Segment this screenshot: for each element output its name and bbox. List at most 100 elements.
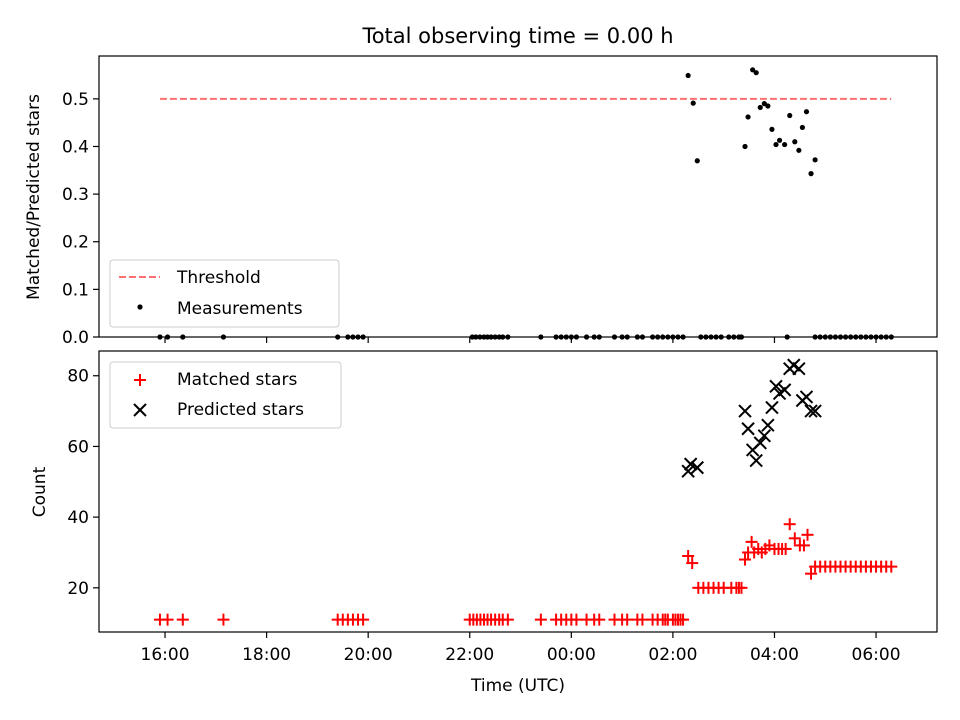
measurement-point	[757, 104, 763, 111]
matched-star-point	[534, 613, 547, 626]
measurement-point	[685, 72, 691, 79]
measurement-point	[792, 139, 798, 145]
measurement-point	[769, 126, 775, 132]
matched-star-point	[779, 542, 792, 555]
matched-star-point	[682, 550, 695, 563]
measurement-point	[750, 67, 756, 73]
bottom-x-tick-label: 20:00	[344, 645, 393, 665]
matched-star-point	[161, 613, 174, 626]
figure-title: Total observing time = 0.00 h	[361, 24, 673, 48]
top-y-axis-label: Matched/Predicted stars	[24, 94, 44, 300]
measurement-point	[776, 137, 783, 143]
matched-star-point	[686, 557, 699, 570]
matched-star-point	[801, 528, 814, 541]
matched-star-point	[783, 518, 796, 531]
matched-star-point	[593, 613, 606, 626]
top-legend-label-0: Threshold	[176, 268, 261, 288]
bottom-legend-box	[109, 361, 342, 429]
bottom-legend-label-0: Matched stars	[177, 370, 297, 390]
measurement-point	[742, 143, 748, 150]
predicted-star-point	[769, 379, 783, 394]
bottom-axes-frame	[98, 350, 938, 633]
matched-star-point	[788, 532, 801, 545]
top-panel: 0.0 0.1 0.2 0.3 0.4 0.5 Matched/Predicted sta…	[24, 55, 938, 348]
predicted-star-point	[808, 404, 822, 418]
matched-star-point	[636, 613, 649, 626]
matched-star-point	[621, 613, 634, 626]
bottom-x-tick-label: 18:00	[242, 645, 291, 665]
top-y-tick-label: 0.5	[62, 90, 89, 110]
bottom-y-ticks: 20 40 60 80	[67, 367, 99, 599]
matched-star-point	[739, 553, 752, 566]
measurement-point	[787, 112, 793, 119]
bottom-x-tick-label: 00:00	[547, 645, 596, 665]
predicted-star-point	[681, 464, 695, 478]
top-y-tick-label: 0.4	[62, 137, 89, 157]
top-x-ticks	[164, 337, 877, 343]
bottom-x-tick-label: 06:00	[852, 645, 901, 665]
bottom-x-tick-label: 02:00	[648, 645, 697, 665]
matched-star-point	[677, 613, 690, 626]
matched-star-point	[805, 567, 818, 580]
measurement-point	[745, 114, 751, 120]
matched-star-point	[357, 613, 370, 626]
bottom-y-tick-label: 40	[67, 508, 89, 528]
predicted-star-point	[792, 361, 806, 376]
matched-star-point	[797, 539, 810, 552]
predicted-star-point	[683, 457, 698, 471]
top-legend: Threshold Measurements	[109, 259, 340, 328]
measurement-point	[812, 157, 818, 163]
measurement-point	[765, 103, 771, 109]
top-axes-frame	[98, 55, 938, 338]
predicted-star-point	[749, 453, 763, 468]
matched-star-point	[501, 613, 514, 626]
predicted-star-point	[757, 429, 772, 443]
top-legend-label-1: Measurements	[177, 299, 303, 319]
matched-legend-marker	[134, 374, 146, 386]
matched-star-point	[885, 560, 898, 573]
predicted-star-point	[765, 400, 779, 415]
predicted-star-point	[741, 422, 755, 436]
bottom-panel: 20 40 60 80 16:00 18:00 20:00 22:00 00:00 02:00 0…	[30, 350, 938, 696]
matched-star-point	[176, 613, 189, 626]
matched-star-point	[735, 581, 748, 594]
measurement-point	[753, 70, 759, 76]
measurement-point	[773, 141, 779, 148]
bottom-legend-label-1: Predicted stars	[177, 400, 304, 420]
x-axis-label: Time (UTC)	[470, 676, 565, 696]
bottom-legend: Matched stars Predicted stars	[109, 361, 342, 429]
bottom-x-tick-label: 22:00	[445, 645, 494, 665]
predicted-star-point	[753, 436, 767, 450]
top-y-ticks: 0.0 0.1 0.2 0.3 0.4 0.5	[62, 90, 99, 348]
matched-star-point	[745, 535, 758, 548]
predicted-star-point	[777, 383, 792, 397]
matched-star-point	[217, 613, 230, 626]
measurement-point	[808, 171, 814, 177]
measurement-point	[803, 109, 810, 115]
measurement-point	[694, 158, 700, 164]
matched-star-point	[570, 613, 583, 626]
top-y-tick-label: 0.2	[62, 233, 89, 253]
measurement-point	[799, 124, 806, 131]
bottom-x-tick-label: 04:00	[750, 645, 799, 665]
top-y-tick-label: 0.3	[62, 185, 89, 205]
bottom-x-ticks: 16:00 18:00 20:00 22:00 00:00 02:00 04:00 06:00	[141, 632, 901, 665]
predicted-star-point	[738, 404, 752, 418]
top-y-tick-label: 0.0	[62, 328, 89, 348]
bottom-y-tick-label: 80	[67, 367, 89, 387]
measurements-legend-marker	[137, 304, 143, 310]
top-y-tick-label: 0.1	[62, 280, 89, 300]
bottom-y-axis-label: Count	[30, 466, 50, 517]
measurement-point	[782, 141, 788, 148]
predicted-star-point	[799, 390, 814, 404]
predicted-legend-marker	[133, 403, 147, 417]
bottom-y-tick-label: 20	[67, 579, 89, 599]
measurement-point	[796, 147, 802, 153]
bottom-x-tick-label: 16:00	[141, 645, 190, 665]
predicted-star-point	[761, 418, 775, 432]
top-legend-box	[109, 259, 340, 328]
predicted-star-point	[804, 404, 818, 418]
predicted-star-point	[690, 460, 704, 475]
bottom-plot-area	[153, 358, 898, 626]
